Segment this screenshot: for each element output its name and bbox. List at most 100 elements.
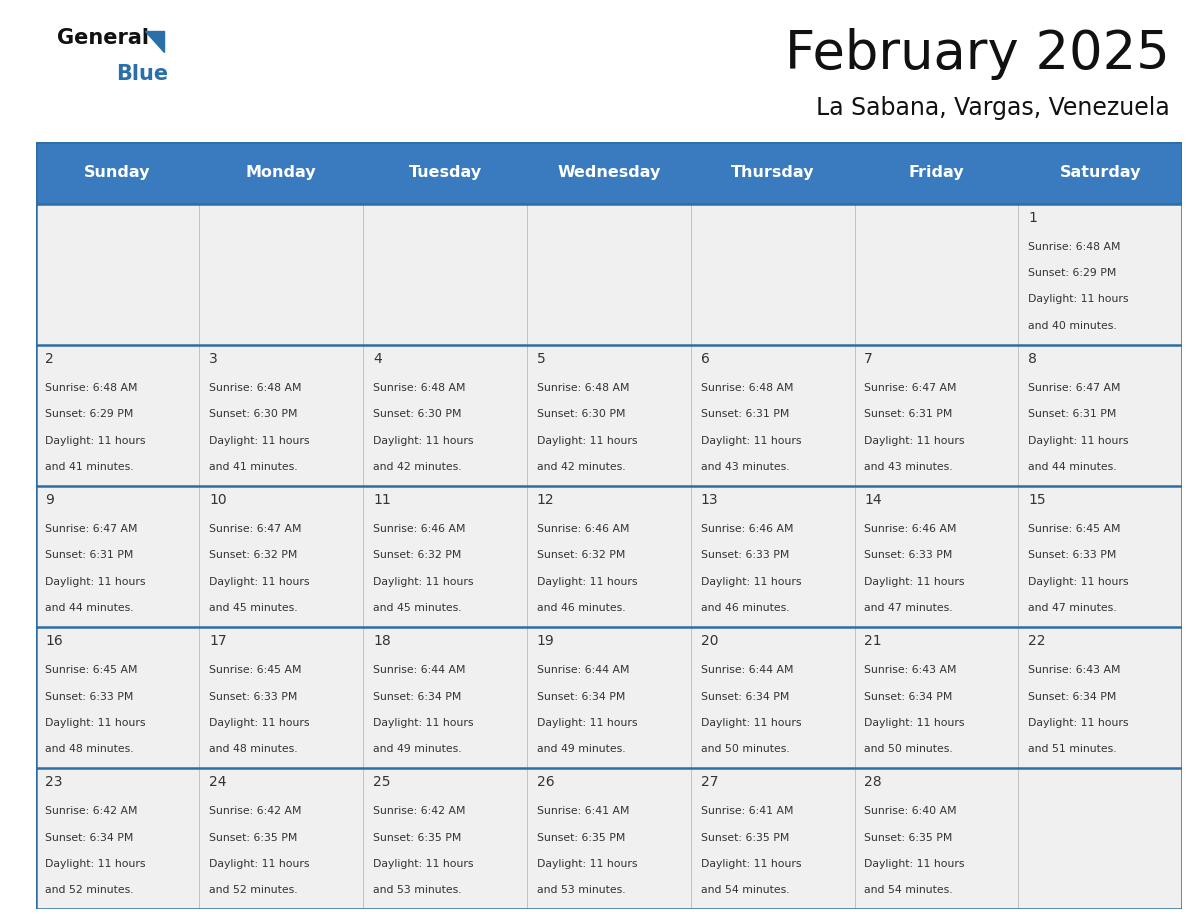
Bar [36, 204, 200, 344]
Text: 28: 28 [865, 776, 881, 789]
Text: General: General [57, 28, 148, 48]
Text: 5: 5 [537, 353, 545, 366]
Text: Sunset: 6:33 PM: Sunset: 6:33 PM [865, 551, 953, 561]
Bar [527, 344, 690, 486]
Text: Sunrise: 6:45 AM: Sunrise: 6:45 AM [209, 666, 302, 676]
Text: Daylight: 11 hours: Daylight: 11 hours [209, 435, 310, 445]
Text: Daylight: 11 hours: Daylight: 11 hours [537, 577, 637, 587]
Text: and 53 minutes.: and 53 minutes. [373, 885, 462, 895]
Text: Thursday: Thursday [731, 165, 815, 181]
Text: Sunrise: 6:46 AM: Sunrise: 6:46 AM [373, 524, 466, 534]
Text: and 54 minutes.: and 54 minutes. [865, 885, 953, 895]
Text: Sunrise: 6:48 AM: Sunrise: 6:48 AM [209, 384, 302, 393]
Text: 3: 3 [209, 353, 217, 366]
Text: 9: 9 [45, 493, 55, 508]
Text: Sunset: 6:33 PM: Sunset: 6:33 PM [701, 551, 789, 561]
Text: Sunrise: 6:48 AM: Sunrise: 6:48 AM [373, 384, 466, 393]
Bar [200, 627, 364, 767]
Text: 23: 23 [45, 776, 63, 789]
Text: Blue: Blue [116, 64, 169, 84]
Text: Daylight: 11 hours: Daylight: 11 hours [45, 577, 146, 587]
Text: Daylight: 11 hours: Daylight: 11 hours [865, 718, 965, 728]
Text: 16: 16 [45, 634, 63, 648]
Bar [854, 204, 1018, 344]
Text: Sunrise: 6:44 AM: Sunrise: 6:44 AM [701, 666, 794, 676]
Text: and 50 minutes.: and 50 minutes. [701, 744, 789, 754]
Bar [854, 344, 1018, 486]
Text: Daylight: 11 hours: Daylight: 11 hours [209, 718, 310, 728]
Text: La Sabana, Vargas, Venezuela: La Sabana, Vargas, Venezuela [816, 96, 1170, 120]
Text: and 53 minutes.: and 53 minutes. [537, 885, 625, 895]
Text: 15: 15 [1028, 493, 1045, 508]
Text: Sunrise: 6:42 AM: Sunrise: 6:42 AM [45, 807, 138, 816]
Text: and 49 minutes.: and 49 minutes. [537, 744, 625, 754]
Text: Daylight: 11 hours: Daylight: 11 hours [45, 435, 146, 445]
Text: Sunset: 6:34 PM: Sunset: 6:34 PM [373, 691, 461, 701]
Text: Sunset: 6:31 PM: Sunset: 6:31 PM [1028, 409, 1117, 420]
Text: Sunset: 6:34 PM: Sunset: 6:34 PM [1028, 691, 1117, 701]
Text: Sunrise: 6:48 AM: Sunrise: 6:48 AM [45, 384, 138, 393]
Text: Sunrise: 6:45 AM: Sunrise: 6:45 AM [45, 666, 138, 676]
Text: Sunset: 6:35 PM: Sunset: 6:35 PM [209, 833, 298, 843]
Text: Sunset: 6:35 PM: Sunset: 6:35 PM [537, 833, 625, 843]
Text: Sunset: 6:29 PM: Sunset: 6:29 PM [1028, 268, 1117, 278]
Text: Daylight: 11 hours: Daylight: 11 hours [45, 718, 146, 728]
Text: 20: 20 [701, 634, 718, 648]
Text: Sunrise: 6:46 AM: Sunrise: 6:46 AM [701, 524, 794, 534]
Bar [690, 767, 854, 909]
Text: and 49 minutes.: and 49 minutes. [373, 744, 462, 754]
Bar [1018, 627, 1182, 767]
Text: Daylight: 11 hours: Daylight: 11 hours [865, 435, 965, 445]
Text: 2: 2 [45, 353, 55, 366]
Bar [200, 204, 364, 344]
Text: and 52 minutes.: and 52 minutes. [209, 885, 298, 895]
Text: Sunrise: 6:48 AM: Sunrise: 6:48 AM [1028, 242, 1120, 252]
Bar [36, 767, 200, 909]
Text: Sunrise: 6:41 AM: Sunrise: 6:41 AM [701, 807, 794, 816]
Bar [364, 204, 527, 344]
Text: Daylight: 11 hours: Daylight: 11 hours [865, 858, 965, 868]
Text: Daylight: 11 hours: Daylight: 11 hours [209, 577, 310, 587]
Text: Daylight: 11 hours: Daylight: 11 hours [865, 577, 965, 587]
Text: Sunset: 6:30 PM: Sunset: 6:30 PM [537, 409, 625, 420]
Text: Daylight: 11 hours: Daylight: 11 hours [537, 858, 637, 868]
Text: Daylight: 11 hours: Daylight: 11 hours [701, 577, 801, 587]
Text: 13: 13 [701, 493, 719, 508]
Text: 17: 17 [209, 634, 227, 648]
Bar [364, 627, 527, 767]
Text: Sunset: 6:34 PM: Sunset: 6:34 PM [701, 691, 789, 701]
Text: Daylight: 11 hours: Daylight: 11 hours [373, 577, 474, 587]
Bar [527, 627, 690, 767]
Text: and 51 minutes.: and 51 minutes. [1028, 744, 1117, 754]
Text: Sunset: 6:32 PM: Sunset: 6:32 PM [209, 551, 298, 561]
Text: Daylight: 11 hours: Daylight: 11 hours [1028, 435, 1129, 445]
Text: 18: 18 [373, 634, 391, 648]
Text: and 41 minutes.: and 41 minutes. [45, 462, 134, 472]
Bar [1018, 486, 1182, 627]
Bar [854, 767, 1018, 909]
Text: and 43 minutes.: and 43 minutes. [701, 462, 789, 472]
Text: 7: 7 [865, 353, 873, 366]
Text: Sunset: 6:35 PM: Sunset: 6:35 PM [701, 833, 789, 843]
Text: Sunrise: 6:45 AM: Sunrise: 6:45 AM [1028, 524, 1120, 534]
Text: and 45 minutes.: and 45 minutes. [373, 603, 462, 612]
Text: Daylight: 11 hours: Daylight: 11 hours [209, 858, 310, 868]
Text: Tuesday: Tuesday [409, 165, 481, 181]
Bar [200, 486, 364, 627]
Text: Daylight: 11 hours: Daylight: 11 hours [701, 858, 801, 868]
Bar [854, 486, 1018, 627]
Text: Sunrise: 6:42 AM: Sunrise: 6:42 AM [209, 807, 302, 816]
Text: and 50 minutes.: and 50 minutes. [865, 744, 953, 754]
Text: Sunrise: 6:48 AM: Sunrise: 6:48 AM [537, 384, 630, 393]
Bar [1018, 204, 1182, 344]
Text: Monday: Monday [246, 165, 317, 181]
Text: and 54 minutes.: and 54 minutes. [701, 885, 789, 895]
Text: Sunset: 6:33 PM: Sunset: 6:33 PM [45, 691, 134, 701]
Text: Sunrise: 6:42 AM: Sunrise: 6:42 AM [373, 807, 466, 816]
Text: Sunset: 6:34 PM: Sunset: 6:34 PM [865, 691, 953, 701]
Text: 8: 8 [1028, 353, 1037, 366]
Text: 19: 19 [537, 634, 555, 648]
Text: Sunrise: 6:47 AM: Sunrise: 6:47 AM [865, 384, 956, 393]
Bar [1018, 344, 1182, 486]
Text: and 46 minutes.: and 46 minutes. [701, 603, 789, 612]
